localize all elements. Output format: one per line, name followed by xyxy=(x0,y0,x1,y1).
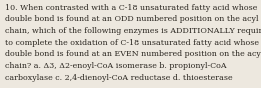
Text: to complete the oxidation of C-18 unsaturated fatty acid whose: to complete the oxidation of C-18 unsatu… xyxy=(5,39,259,47)
Text: chain, which of the following enzymes is ADDITIONALLY required: chain, which of the following enzymes is… xyxy=(5,27,261,35)
Text: carboxylase c. 2,4-dienoyl-CoA reductase d. thioesterase: carboxylase c. 2,4-dienoyl-CoA reductase… xyxy=(5,74,232,82)
Text: 10. When contrasted with a C-18 unsaturated fatty acid whose: 10. When contrasted with a C-18 unsatura… xyxy=(5,4,257,12)
Text: double bond is found at an ODD numbered position on the acyl: double bond is found at an ODD numbered … xyxy=(5,15,258,23)
Text: chain? a. Δ3, Δ2-enoyl-CoA isomerase b. propionyl-CoA: chain? a. Δ3, Δ2-enoyl-CoA isomerase b. … xyxy=(5,62,226,70)
Text: double bond is found at an EVEN numbered position on the acyl: double bond is found at an EVEN numbered… xyxy=(5,50,261,58)
